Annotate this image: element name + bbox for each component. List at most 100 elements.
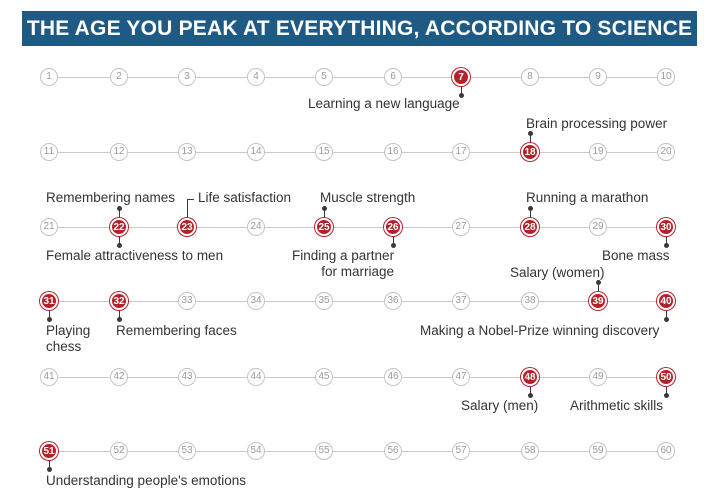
- peak-pointer-dot: [528, 393, 533, 398]
- age-node: 16: [384, 143, 402, 161]
- age-node-peak: 50: [657, 368, 675, 386]
- age-node: 47: [452, 368, 470, 386]
- peak-pointer: [119, 236, 120, 245]
- page-title: THE AGE YOU PEAK AT EVERYTHING, ACCORDIN…: [26, 16, 693, 40]
- age-node-peak: 7: [452, 68, 470, 86]
- peak-pointer: [187, 199, 188, 217]
- peak-pointer: [666, 386, 667, 395]
- age-node: 46: [384, 368, 402, 386]
- timeline-track: [49, 451, 666, 452]
- peak-pointer: [598, 283, 599, 292]
- age-node-peak: 30: [657, 218, 675, 236]
- age-node: 34: [247, 292, 265, 310]
- peak-pointer-dot: [391, 243, 396, 248]
- age-node: 15: [315, 143, 333, 161]
- age-node: 27: [452, 218, 470, 236]
- age-node: 4: [247, 68, 265, 86]
- peak-pointer-dot: [664, 393, 669, 398]
- peak-label: Making a Nobel-Prize winning discovery: [420, 323, 660, 338]
- peak-label: Running a marathon: [526, 190, 649, 205]
- peak-pointer: [666, 310, 667, 319]
- peak-pointer: [49, 460, 50, 469]
- peak-label: Salary (men): [461, 398, 539, 413]
- peak-pointer-dot: [117, 243, 122, 248]
- peak-pointer-dot: [596, 280, 601, 285]
- age-node-peak: 32: [110, 292, 128, 310]
- peak-pointer-dot: [528, 131, 533, 136]
- age-node: 12: [110, 143, 128, 161]
- age-node: 60: [657, 442, 675, 460]
- age-node-peak: 51: [40, 442, 58, 460]
- timeline-track: [49, 152, 666, 153]
- age-node: 54: [247, 442, 265, 460]
- age-node: 20: [657, 143, 675, 161]
- age-node: 58: [521, 442, 539, 460]
- age-node: 11: [40, 143, 58, 161]
- peak-pointer: [119, 209, 120, 218]
- peak-pointer-dot: [528, 206, 533, 211]
- age-node: 57: [452, 442, 470, 460]
- age-node: 53: [178, 442, 196, 460]
- peak-label: Muscle strength: [320, 190, 416, 205]
- age-node: 55: [315, 442, 333, 460]
- peak-label: Finding a partner for marriage: [292, 248, 395, 279]
- peak-pointer: [530, 209, 531, 218]
- peak-label: Life satisfaction: [198, 190, 292, 205]
- age-node: 1: [40, 68, 58, 86]
- peak-label: Bone mass: [602, 248, 670, 263]
- peak-label: Understanding people's emotions: [46, 473, 246, 488]
- age-node-peak: 23: [178, 218, 196, 236]
- age-node-peak: 28: [521, 218, 539, 236]
- age-node-peak: 26: [384, 218, 402, 236]
- age-node: 45: [315, 368, 333, 386]
- age-node: 21: [40, 218, 58, 236]
- age-node: 3: [178, 68, 196, 86]
- age-node-peak: 25: [315, 218, 333, 236]
- timeline-track: [49, 227, 666, 228]
- age-node: 41: [40, 368, 58, 386]
- peak-label: Salary (women): [510, 265, 605, 280]
- timeline-track: [49, 377, 666, 378]
- age-node: 43: [178, 368, 196, 386]
- age-node-peak: 18: [521, 143, 539, 161]
- peak-pointer: [393, 236, 394, 245]
- peak-pointer: [666, 236, 667, 245]
- peak-pointer: [530, 134, 531, 143]
- age-node: 13: [178, 143, 196, 161]
- timeline-track: [49, 77, 666, 78]
- peak-pointer: [324, 209, 325, 218]
- peak-pointer: [49, 310, 50, 319]
- age-node: 36: [384, 292, 402, 310]
- age-node: 49: [589, 368, 607, 386]
- peak-pointer-dot: [459, 93, 464, 98]
- peak-pointer-dot: [322, 206, 327, 211]
- age-node-peak: 31: [40, 292, 58, 310]
- age-node: 14: [247, 143, 265, 161]
- age-node: 19: [589, 143, 607, 161]
- age-node: 52: [110, 442, 128, 460]
- peak-pointer: [461, 86, 462, 95]
- age-node-peak: 22: [110, 218, 128, 236]
- peak-label: Female attractiveness to men: [46, 248, 224, 263]
- age-node: 10: [657, 68, 675, 86]
- peak-label: Arithmetic skills: [570, 398, 664, 413]
- title-banner: THE AGE YOU PEAK AT EVERYTHING, ACCORDIN…: [22, 11, 697, 46]
- age-node: 8: [521, 68, 539, 86]
- age-node: 2: [110, 68, 128, 86]
- age-node: 33: [178, 292, 196, 310]
- age-node: 5: [315, 68, 333, 86]
- age-node: 37: [452, 292, 470, 310]
- age-node: 59: [589, 442, 607, 460]
- peak-pointer-dot: [117, 206, 122, 211]
- age-node-peak: 48: [521, 368, 539, 386]
- peak-pointer: [187, 199, 194, 200]
- peak-pointer-dot: [47, 467, 52, 472]
- peak-label: Playing chess: [46, 323, 91, 354]
- age-node: 29: [589, 218, 607, 236]
- peak-label: Brain processing power: [526, 116, 668, 131]
- peak-pointer-dot: [47, 317, 52, 322]
- age-node: 35: [315, 292, 333, 310]
- timeline-track: [49, 301, 666, 302]
- age-node: 42: [110, 368, 128, 386]
